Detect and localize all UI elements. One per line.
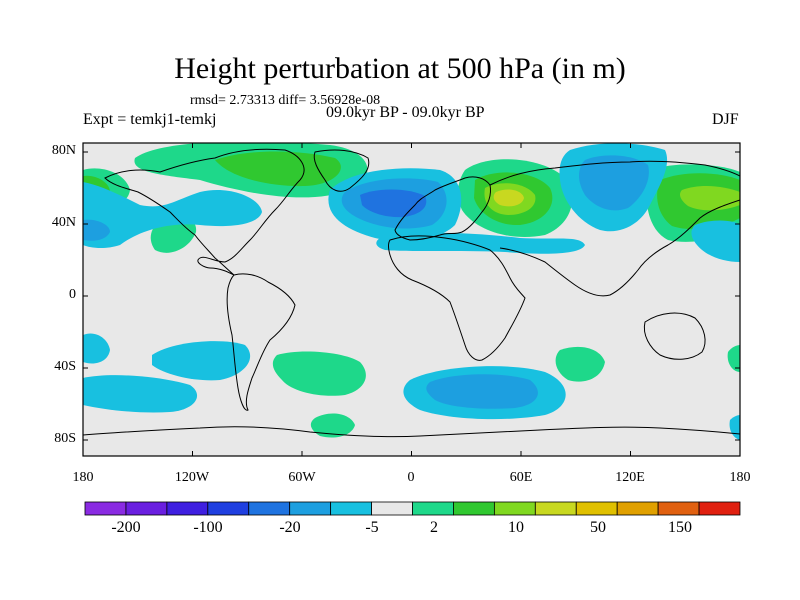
coastline-australia [643,312,706,360]
period-label: 09.0kyr BP - 09.0kyr BP [326,104,485,121]
axis-ticks [82,143,741,456]
colorbar-swatch [698,501,741,516]
coastlines [83,148,740,438]
plot-title: Height perturbation at 500 hPa (in m) [174,52,626,85]
lon-label-60w: 60W [288,470,316,485]
lat-label-40s: 40S [54,359,76,374]
colorbar-swatch [248,501,291,516]
contour-negative [426,374,538,409]
colorbar-swatch [657,501,700,516]
coastline-asia [489,160,740,297]
colorbar-swatch [207,501,250,516]
coastline-greenland [313,149,370,192]
contour-negative [152,341,251,381]
lat-label-0: 0 [69,287,76,302]
lon-label-180e: 180 [729,470,751,485]
colorbar-swatch [84,501,127,516]
colorbar-label: 50 [590,519,606,536]
lon-label-180w: 180 [72,470,94,485]
experiment-label: Expt = temkj1-temkj [83,111,217,128]
contour-negative [83,375,198,413]
contour-negative [579,155,649,211]
lat-label-80n: 80N [51,143,76,158]
contour-fields [83,143,740,440]
lon-label-120e: 120E [615,470,645,485]
colorbar-swatch [534,501,577,516]
coastline-north-america [104,148,305,276]
colorbar-swatch [125,501,168,516]
colorbar-label: 2 [430,519,438,536]
colorbar-label: 150 [668,519,692,536]
colorbar-swatch [371,501,413,516]
colorbar-label: -200 [111,519,141,536]
colorbar-swatch [453,501,495,516]
lat-label-40n: 40N [51,215,76,230]
coastline-antarctica [83,426,740,438]
colorbar-swatch [616,501,659,516]
colorbar-label: -20 [279,519,301,536]
contour-positive [555,346,605,382]
coastline-south-america [226,273,296,411]
stats-text: rmsd= 2.73313 diff= 3.56928e-08 [190,93,381,108]
contour-positive [272,351,366,396]
lon-label-60e: 60E [509,470,533,485]
colorbar-swatch [575,501,618,516]
colorbar-swatch [289,501,332,516]
coastline-africa [388,235,526,361]
contour-negative [691,220,740,262]
colorbar-swatch [493,501,536,516]
lon-label-0: 0 [407,470,415,485]
contour-positive [493,189,524,207]
contour-positive [680,185,740,211]
colorbar-swatch [412,501,454,516]
contour-negative [83,333,110,364]
colorbar-label: 10 [508,519,524,536]
colorbar-swatch [166,501,209,516]
colorbar-label: -5 [365,519,379,536]
colorbar [84,501,741,516]
season-label: DJF [712,111,739,128]
contour-positive [727,345,740,372]
contour-positive [310,413,355,438]
contour-positive [215,151,341,187]
colorbar-swatch [330,501,372,516]
contour-negative [83,219,110,241]
colorbar-label: -100 [193,519,223,536]
lat-label-80s: 80S [54,431,76,446]
coastline-europe [394,176,491,241]
lon-label-120w: 120W [174,470,210,485]
